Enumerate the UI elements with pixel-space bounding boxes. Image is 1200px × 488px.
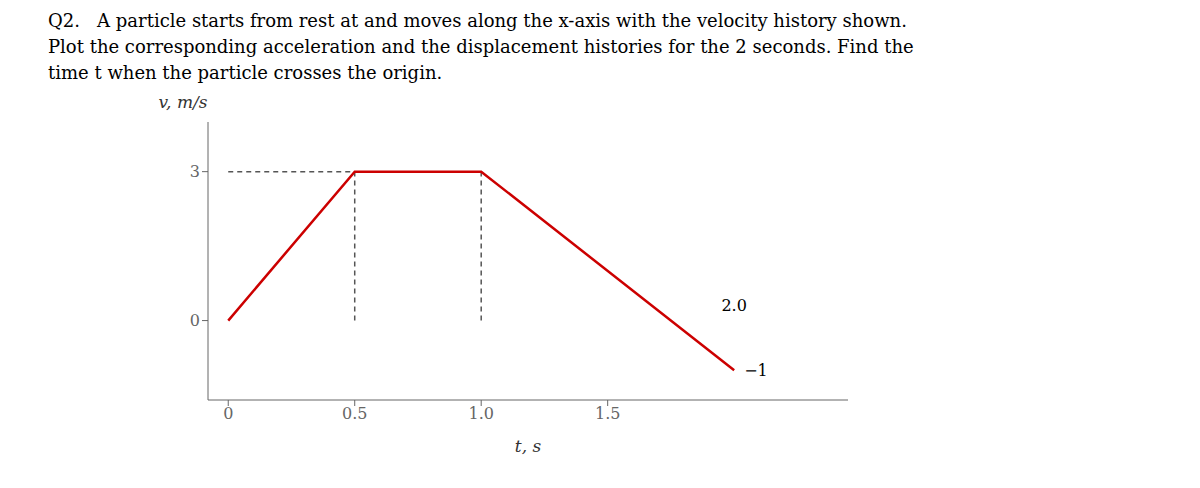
svg-text:0: 0 bbox=[190, 311, 200, 330]
svg-text:1.5: 1.5 bbox=[595, 404, 620, 423]
svg-text:1.0: 1.0 bbox=[468, 404, 493, 423]
html-text:Q2. A particle starts from res: Q2. A particle starts from rest at and m… bbox=[48, 10, 907, 31]
svg-text:0: 0 bbox=[223, 404, 233, 423]
svg-text:−1: −1 bbox=[744, 361, 768, 380]
svg-text:3: 3 bbox=[190, 162, 200, 181]
svg-text:2.0: 2.0 bbox=[721, 296, 746, 315]
html-text:Plot the corresponding acceler: Plot the corresponding acceleration and … bbox=[48, 36, 914, 57]
svg-text:v, m/s: v, m/s bbox=[159, 92, 208, 112]
html-text:time t when the particle cross: time t when the particle crosses the ori… bbox=[48, 62, 443, 83]
svg-text:0.5: 0.5 bbox=[342, 404, 367, 423]
svg-text:t, s: t, s bbox=[515, 436, 542, 456]
